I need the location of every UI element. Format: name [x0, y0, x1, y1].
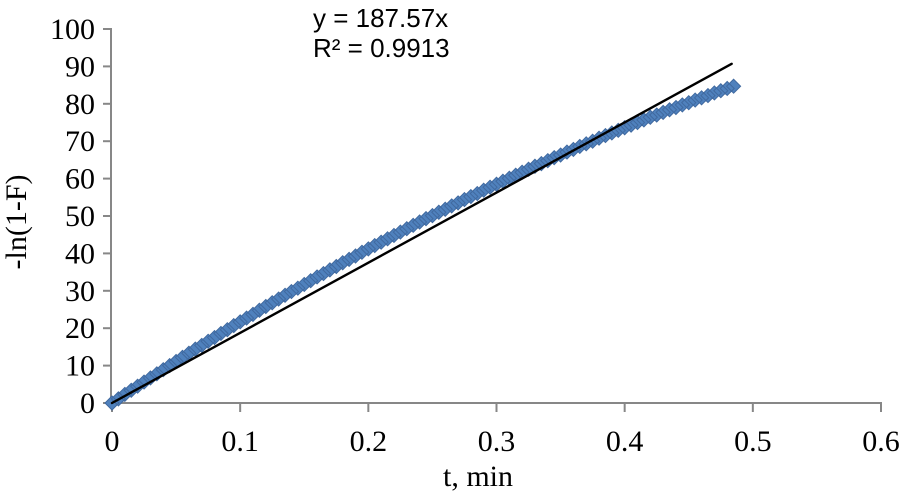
trendline-equation-text: y = 187.57x — [313, 3, 449, 33]
x-tick-label: 0 — [105, 425, 120, 458]
y-tick-label: 50 — [65, 200, 95, 233]
x-tick-label: 0.5 — [734, 425, 772, 458]
x-tick-label: 0.2 — [350, 425, 388, 458]
y-tick-label: 60 — [65, 163, 95, 196]
scatter-series — [104, 78, 742, 411]
y-tick-label: 80 — [65, 88, 95, 121]
x-tick-label: 0.1 — [221, 425, 259, 458]
y-tick-label: 10 — [65, 350, 95, 383]
y-tick-label: 70 — [65, 125, 95, 158]
trendline — [110, 62, 733, 405]
y-tick-label: 100 — [50, 13, 95, 46]
x-axis-title: t, min — [442, 460, 514, 493]
x-tick-label: 0.4 — [606, 425, 644, 458]
x-tick-label: 0.3 — [478, 425, 516, 458]
trendline-annotation: y = 187.57x R² = 0.9913 — [313, 3, 450, 63]
y-axis-title: -ln(1-F) — [0, 174, 33, 270]
y-tick-label: 20 — [65, 312, 95, 345]
y-tick-label: 30 — [65, 275, 95, 308]
trendline-r-squared-text: R² = 0.9913 — [313, 33, 450, 63]
y-tick-label: 0 — [80, 387, 95, 420]
y-tick-label: 90 — [65, 50, 95, 83]
x-tick-label: 0.6 — [862, 425, 900, 458]
y-tick-label: 40 — [65, 237, 95, 270]
